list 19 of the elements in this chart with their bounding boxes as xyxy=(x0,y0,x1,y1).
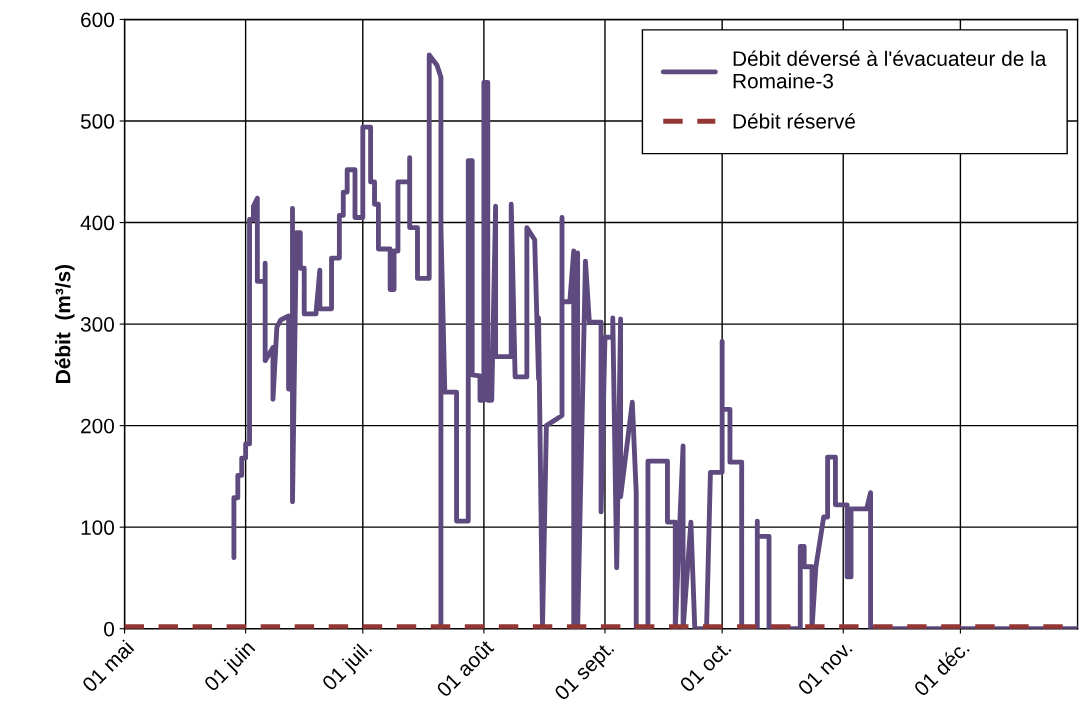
y-tick-label: 500 xyxy=(80,114,115,129)
y-axis-title: Débit (m³/s) xyxy=(54,264,75,383)
x-tick-label: 01 oct. xyxy=(678,640,732,693)
x-tick-label: 01 juil. xyxy=(320,639,376,695)
x-tick-label: 01 mai xyxy=(80,639,135,693)
x-tick-label: 01 déc. xyxy=(912,639,970,697)
legend-label: Débit déversé à l'évacuateur de la Romaine-3 xyxy=(733,50,1047,89)
x-tick-label: 01 sept. xyxy=(553,640,618,704)
y-tick-label: 0 xyxy=(104,621,115,637)
line-series xyxy=(231,52,1078,629)
legend-label: Débit réservé xyxy=(733,113,855,129)
x-tick-label: 01 nov. xyxy=(796,640,853,696)
y-tick-label: 400 xyxy=(80,215,115,231)
y-tick-label: 100 xyxy=(81,520,115,535)
y-tick-label: 600 xyxy=(81,12,115,28)
x-tick-label: 01 août xyxy=(435,638,495,698)
x-tick-label: 01 juin xyxy=(202,639,259,695)
y-tick-label: 300 xyxy=(80,317,115,332)
y-tick-label: 200 xyxy=(81,418,115,434)
